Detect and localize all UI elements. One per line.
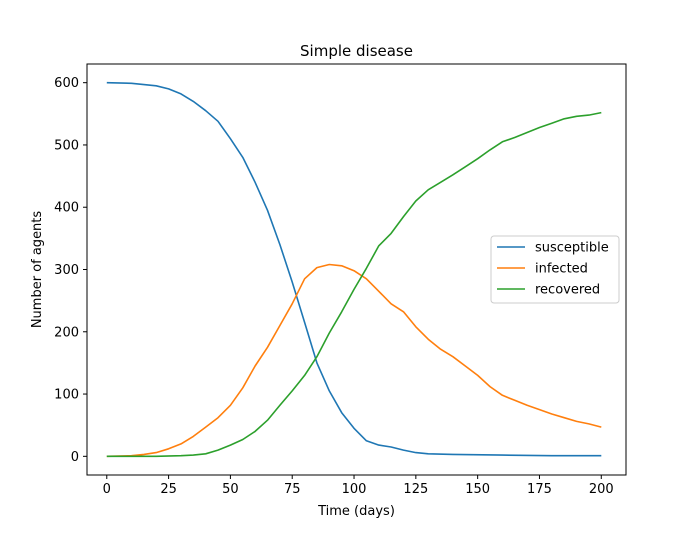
legend-label-recovered: recovered <box>535 283 600 298</box>
series-line-infected <box>106 263 602 458</box>
series-layer <box>106 81 602 458</box>
x-axis-label: Time (days) <box>317 504 395 519</box>
x-axis-ticks: 0 25 50 75 100 125 150 175 200 <box>103 475 614 497</box>
x-tick-label: 200 <box>589 482 614 497</box>
x-tick-label: 100 <box>342 482 367 497</box>
legend: susceptible infected recovered <box>490 235 620 304</box>
x-tick-label: 75 <box>284 482 301 497</box>
y-tick-label: 300 <box>54 263 79 278</box>
y-tick-label: 100 <box>54 388 79 403</box>
legend-label-infected: infected <box>535 262 588 277</box>
y-tick-label: 500 <box>54 138 79 153</box>
chart-title: Simple disease <box>300 42 413 60</box>
y-tick-label: 200 <box>54 325 79 340</box>
legend-label-susceptible: susceptible <box>535 241 609 256</box>
x-tick-label: 0 <box>103 482 111 497</box>
x-tick-label: 125 <box>403 482 428 497</box>
y-axis-ticks: 0 100 200 300 400 500 600 <box>54 76 87 465</box>
series-line-recovered <box>106 111 602 458</box>
y-axis-label: Number of agents <box>30 211 45 329</box>
x-tick-label: 150 <box>465 482 490 497</box>
x-tick-label: 25 <box>160 482 177 497</box>
series-line-susceptible <box>106 81 602 457</box>
x-tick-label: 175 <box>527 482 552 497</box>
legend-box <box>490 235 620 304</box>
y-tick-label: 600 <box>54 76 79 91</box>
y-tick-label: 400 <box>54 201 79 216</box>
y-tick-label: 0 <box>71 450 79 465</box>
x-tick-label: 50 <box>222 482 239 497</box>
